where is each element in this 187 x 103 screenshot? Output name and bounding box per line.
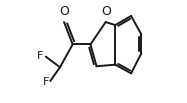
- Text: O: O: [101, 5, 111, 18]
- Text: F: F: [43, 77, 49, 87]
- Text: O: O: [59, 5, 69, 18]
- Text: F: F: [37, 51, 43, 61]
